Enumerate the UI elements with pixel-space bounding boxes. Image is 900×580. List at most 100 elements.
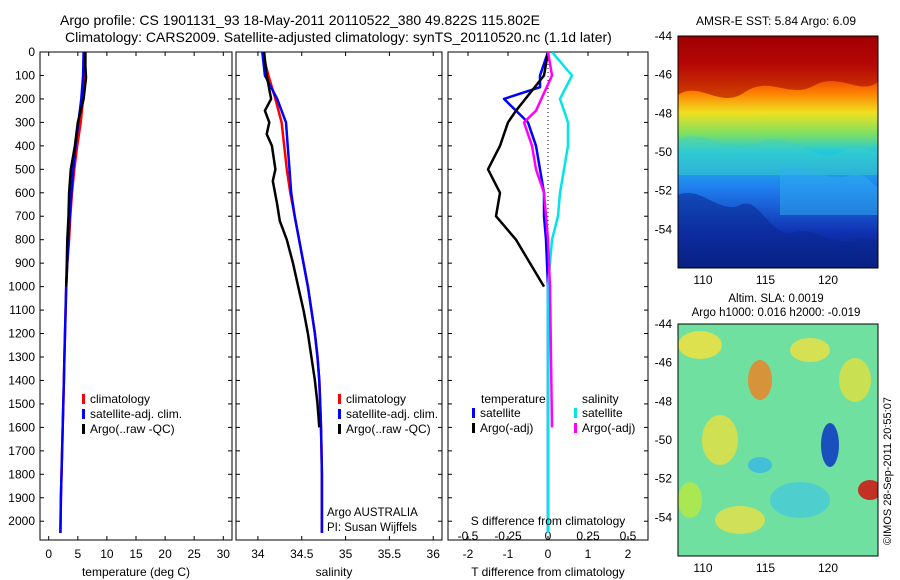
legend-swatch: [338, 424, 341, 434]
legend-swatch: [82, 394, 85, 404]
salinity-axis-label: salinity: [316, 565, 353, 579]
legend-title: salinity: [582, 392, 619, 406]
x-tick-label: 1: [585, 547, 592, 561]
legend-swatch: [574, 423, 577, 433]
latitude-tick-label: -44: [655, 317, 673, 331]
x-tick-label: 20: [158, 547, 172, 561]
series-line: [546, 52, 574, 533]
sst-heatmap: [678, 36, 878, 268]
depth-tick-label: 1400: [8, 373, 35, 387]
depth-tick-label: 1000: [8, 280, 35, 294]
sst-map-frame: [677, 35, 879, 269]
sla-map-title: Altim. SLA: 0.0019: [728, 293, 823, 305]
legend-label: satellite-adj. clim.: [90, 407, 182, 421]
series-line: [486, 52, 550, 288]
legend-swatch: [472, 408, 475, 418]
depth-tick-label: 1100: [9, 303, 35, 317]
x-tick-label: 0: [545, 547, 552, 561]
depth-tick-label: 400: [15, 139, 35, 153]
longitude-tick-label: 110: [693, 273, 712, 287]
legend-label: climatology: [346, 392, 406, 406]
depth-tick-label: 900: [15, 256, 35, 270]
series-line: [64, 52, 88, 287]
x-tick-label: 15: [129, 547, 143, 561]
legend-swatch: [338, 394, 341, 404]
legend-label: climatology: [90, 392, 150, 406]
depth-tick-label: 1600: [8, 420, 35, 434]
s-diff-tick-label: -0.5: [458, 529, 479, 543]
legend-swatch: [82, 409, 85, 419]
x-tick-label: 10: [100, 547, 114, 561]
longitude-tick-label: 120: [818, 561, 838, 575]
depth-tick-label: 1500: [8, 397, 35, 411]
x-tick-label: 34.5: [290, 547, 314, 561]
longitude-tick-label: 115: [756, 273, 775, 287]
depth-tick-label: 800: [15, 233, 35, 247]
pi-name-label: PI: Susan Wijffels: [327, 522, 417, 534]
s-difference-axis-label: S difference from climatology: [471, 514, 626, 528]
latitude-tick-label: -50: [655, 433, 673, 447]
t-difference-axis-label: T difference from climatology: [471, 565, 625, 579]
series-line: [261, 52, 324, 533]
x-tick-label: -1: [503, 547, 514, 561]
sla-map-subtitle: Argo h1000: 0.016 h2000: -0.019: [692, 307, 861, 319]
temperature-panel: [39, 51, 233, 541]
legend-swatch: [82, 424, 85, 434]
depth-tick-label: 600: [15, 186, 35, 200]
legend-swatch: [338, 409, 341, 419]
depth-tick-label: 0: [28, 45, 35, 59]
x-tick-label: 36: [427, 547, 441, 561]
depth-tick-label: 100: [15, 68, 35, 82]
depth-tick-label: 500: [15, 162, 35, 176]
legend-swatch: [472, 423, 475, 433]
sst-map-title: AMSR-E SST: 5.84 Argo: 6.09: [696, 14, 856, 28]
depth-tick-label: 1800: [8, 467, 35, 481]
legend-label: Argo(..raw -QC): [90, 422, 175, 436]
depth-tick-label: 1900: [8, 491, 35, 505]
latitude-tick-label: -48: [655, 106, 673, 120]
sla-map-frame: [677, 323, 879, 557]
longitude-tick-label: 120: [818, 273, 838, 287]
s-diff-tick-label: 0.5: [620, 529, 637, 543]
sla-heatmap: [678, 324, 878, 556]
latitude-tick-label: -50: [655, 145, 673, 159]
legend-label: satellite: [480, 406, 521, 420]
longitude-tick-label: 110: [693, 561, 712, 575]
depth-tick-label: 1300: [8, 350, 35, 364]
latitude-tick-label: -52: [655, 184, 673, 198]
x-tick-label: 5: [74, 547, 81, 561]
depth-tick-label: 2000: [8, 514, 35, 528]
latitude-tick-label: -54: [655, 222, 673, 236]
depth-tick-label: 300: [15, 115, 35, 129]
legend-label: satellite-adj. clim.: [346, 407, 438, 421]
x-tick-label: 0: [45, 547, 52, 561]
latitude-tick-label: -44: [655, 29, 673, 43]
x-tick-label: 30: [217, 547, 231, 561]
x-tick-label: 2: [625, 547, 632, 561]
x-tick-label: 34: [251, 547, 265, 561]
legend-label: Argo(..raw -QC): [346, 422, 431, 436]
x-tick-label: 25: [188, 547, 202, 561]
x-tick-label: -2: [463, 547, 474, 561]
x-tick-label: 35.5: [378, 547, 402, 561]
depth-tick-label: 200: [15, 92, 35, 106]
series-line: [502, 52, 550, 533]
x-tick-label: 35: [339, 547, 353, 561]
depth-tick-label: 700: [15, 209, 35, 223]
legend-title: temperature: [481, 392, 546, 406]
s-diff-tick-label: -0.25: [494, 529, 522, 543]
depth-tick-label: 1200: [8, 327, 35, 341]
argo-agency-label: Argo AUSTRALIA: [327, 507, 418, 519]
legend-swatch: [574, 408, 577, 418]
latitude-tick-label: -46: [655, 356, 673, 370]
legend-label: Argo(-adj): [582, 421, 635, 435]
series-line: [262, 52, 321, 428]
longitude-tick-label: 115: [756, 561, 775, 575]
latitude-tick-label: -54: [655, 510, 673, 524]
s-diff-tick-label: 0.25: [576, 529, 600, 543]
latitude-tick-label: -48: [655, 394, 673, 408]
depth-tick-label: 1700: [8, 444, 35, 458]
legend-label: Argo(-adj): [480, 421, 533, 435]
imos-credit: ©IMOS 28-Sep-2011 20:55:07: [882, 397, 894, 545]
climatology-title: Climatology: CARS2009. Satellite-adjuste…: [65, 29, 612, 45]
